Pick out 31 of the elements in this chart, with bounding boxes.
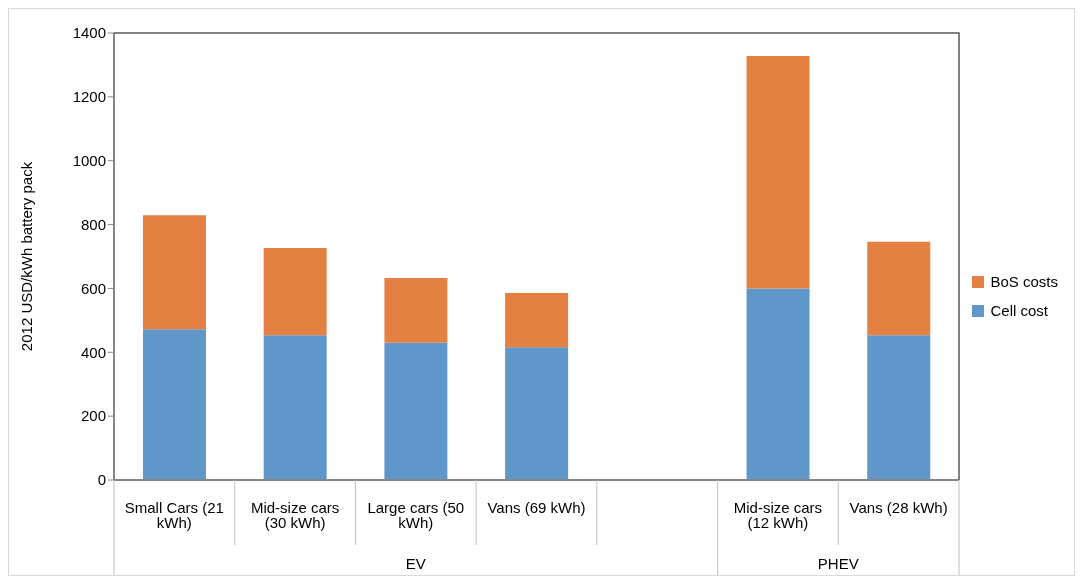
x-tick-label: Large cars (50 kWh) <box>367 498 465 531</box>
bar <box>263 247 327 336</box>
bar <box>384 342 448 480</box>
y-tick-label: 800 <box>80 215 106 233</box>
bar <box>142 329 206 480</box>
y-tick-label: 600 <box>80 279 106 297</box>
legend-label: Cell cost <box>990 302 1048 319</box>
x-tick-label: Vans (28 kWh) <box>849 498 948 516</box>
y-axis-title: 2012 USD/kWh battery pack <box>18 161 36 352</box>
bar <box>263 335 327 480</box>
y-tick-label: 1200 <box>72 88 106 106</box>
x-tick-label: Mid-size cars (30 kWh) <box>250 498 340 531</box>
bar <box>505 292 569 348</box>
bar <box>505 347 569 480</box>
bar <box>746 288 810 480</box>
y-tick-label: 0 <box>97 471 106 489</box>
bar <box>746 55 810 289</box>
text: EV <box>405 555 426 572</box>
legend-label: BoS costs <box>990 273 1058 290</box>
x-tick-label: Mid-size cars (12 kWh) <box>733 498 823 531</box>
bar <box>384 277 448 343</box>
y-tick-label: 1000 <box>72 152 106 170</box>
y-tick-label: 400 <box>80 343 106 361</box>
y-tick-label: 1400 <box>72 24 106 42</box>
bar <box>142 215 206 330</box>
x-tick-label: Vans (69 kWh) <box>487 498 586 516</box>
x-tick-label: Small Cars (21 kWh) <box>124 498 224 531</box>
bar <box>867 335 931 480</box>
bar <box>867 241 931 336</box>
text: PHEV <box>817 555 859 572</box>
y-tick-label: 200 <box>80 407 106 425</box>
